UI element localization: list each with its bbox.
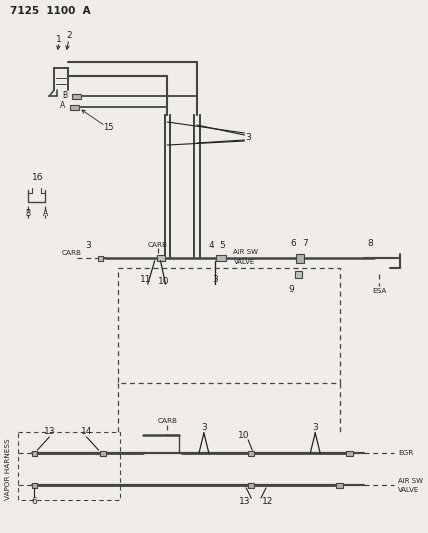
Bar bbox=[32, 450, 37, 456]
Text: 3: 3 bbox=[86, 240, 92, 249]
Bar bbox=[216, 255, 226, 261]
Text: 15: 15 bbox=[103, 124, 113, 133]
Text: VAPOR HARNESS: VAPOR HARNESS bbox=[5, 438, 11, 500]
Text: A: A bbox=[60, 101, 65, 110]
Text: VALVE: VALVE bbox=[233, 259, 255, 265]
Text: CARB: CARB bbox=[62, 250, 82, 256]
Text: 6: 6 bbox=[291, 239, 297, 248]
Text: 11: 11 bbox=[140, 276, 152, 285]
Text: 3: 3 bbox=[212, 276, 217, 285]
Text: AIR SW: AIR SW bbox=[398, 478, 423, 484]
Bar bbox=[248, 482, 254, 488]
Text: 5: 5 bbox=[220, 240, 226, 249]
Bar bbox=[32, 482, 37, 488]
Bar bbox=[297, 254, 304, 262]
Text: 7125  1100  A: 7125 1100 A bbox=[10, 6, 90, 16]
Text: ESA: ESA bbox=[372, 288, 386, 294]
Text: 7: 7 bbox=[303, 239, 308, 248]
Text: 12: 12 bbox=[262, 497, 273, 505]
Text: 10: 10 bbox=[238, 431, 249, 440]
Text: EGR: EGR bbox=[398, 450, 413, 456]
Bar bbox=[101, 450, 107, 456]
Text: 10: 10 bbox=[158, 278, 169, 287]
Text: 4: 4 bbox=[209, 240, 214, 249]
Text: AIR SW: AIR SW bbox=[233, 249, 259, 255]
Bar bbox=[157, 255, 164, 261]
Bar bbox=[248, 450, 254, 456]
Text: 6: 6 bbox=[32, 497, 37, 505]
Bar bbox=[295, 271, 302, 278]
Text: 16: 16 bbox=[32, 174, 43, 182]
Text: 13: 13 bbox=[238, 497, 250, 505]
Text: 8: 8 bbox=[368, 239, 373, 248]
Text: 14: 14 bbox=[81, 426, 92, 435]
Bar bbox=[346, 450, 353, 456]
Text: CARB: CARB bbox=[148, 242, 168, 248]
Text: B: B bbox=[62, 91, 68, 100]
Bar bbox=[98, 255, 103, 261]
Bar bbox=[72, 93, 81, 99]
Text: B: B bbox=[25, 209, 30, 219]
Text: VALVE: VALVE bbox=[398, 487, 419, 493]
Text: CARB: CARB bbox=[158, 418, 178, 424]
Text: 1: 1 bbox=[56, 35, 62, 44]
Bar bbox=[336, 482, 343, 488]
Text: 13: 13 bbox=[44, 426, 55, 435]
Text: 2: 2 bbox=[66, 31, 72, 41]
Text: 3: 3 bbox=[201, 423, 207, 432]
Bar bbox=[71, 104, 79, 109]
Text: 3: 3 bbox=[312, 423, 318, 432]
Text: 3: 3 bbox=[245, 133, 251, 141]
Text: 9: 9 bbox=[289, 286, 294, 295]
Text: A: A bbox=[43, 209, 48, 219]
